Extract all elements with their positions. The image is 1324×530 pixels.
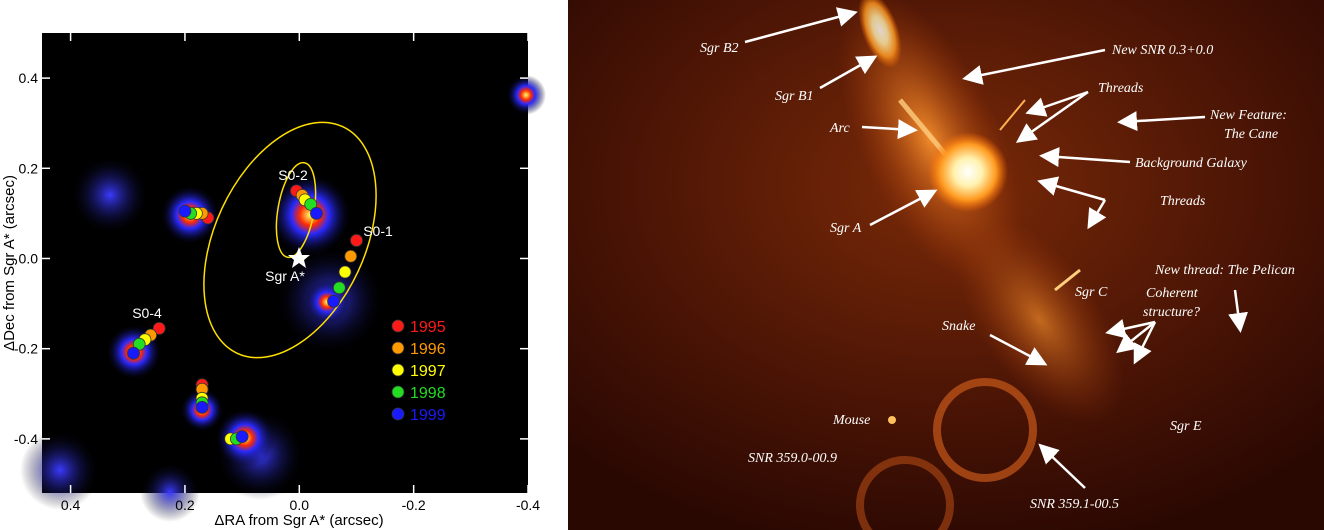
point	[236, 431, 248, 443]
label: Sgr E	[1170, 419, 1202, 434]
label: Mouse	[832, 413, 870, 428]
label: Sgr B2	[700, 41, 739, 56]
legend-marker	[392, 386, 404, 398]
x-tick-label: -0.2	[402, 497, 426, 513]
legend-label: 1999	[410, 407, 446, 424]
legend-marker	[392, 364, 404, 376]
legend-label: 1996	[410, 341, 446, 358]
y-tick-label: 0.4	[19, 70, 39, 86]
point	[310, 207, 322, 219]
y-tick-label: 0.2	[19, 160, 39, 176]
x-axis-label: ΔRA from Sgr A* (arcsec)	[214, 512, 383, 529]
label: Threads	[1160, 194, 1206, 209]
label: Sgr C	[1075, 285, 1108, 300]
label: Coherent	[1146, 286, 1199, 301]
label: SNR 359.0-00.9	[748, 451, 837, 466]
label: New Feature:	[1209, 108, 1287, 123]
legend-marker	[392, 320, 404, 332]
annotation: S0-4	[132, 305, 162, 321]
point	[333, 282, 345, 294]
label: The Cane	[1224, 127, 1278, 142]
x-tick-label: 0.4	[61, 497, 81, 513]
label: structure?	[1143, 305, 1200, 320]
legend-label: 1995	[410, 319, 446, 336]
label: Snake	[942, 319, 975, 334]
annotation: S0-1	[363, 223, 393, 239]
y-tick-label: -0.2	[14, 341, 38, 357]
point	[127, 347, 139, 359]
point	[350, 234, 362, 246]
point	[179, 205, 191, 217]
y-tick-label: 0.0	[19, 250, 39, 266]
x-tick-label: 0.0	[290, 497, 310, 513]
legend-label: 1998	[410, 385, 446, 402]
label: New SNR 0.3+0.0	[1111, 43, 1213, 58]
point	[345, 250, 357, 262]
point	[196, 401, 208, 413]
label: Arc	[829, 121, 850, 136]
label: Sgr B1	[775, 89, 814, 104]
label: Threads	[1098, 81, 1144, 96]
point	[339, 266, 351, 278]
annotation: S0-2	[278, 167, 308, 183]
legend-marker	[392, 342, 404, 354]
x-tick-label: 0.2	[175, 497, 195, 513]
y-axis-label: ΔDec from Sgr A* (arcsec)	[1, 175, 18, 351]
y-tick-label: -0.4	[14, 431, 38, 447]
annotation: Sgr A*	[265, 268, 305, 284]
legend-label: 1997	[410, 363, 446, 380]
label: Sgr A	[830, 221, 862, 236]
point	[328, 295, 340, 307]
x-tick-label: -0.4	[516, 497, 540, 513]
label: New thread: The Pelican	[1154, 263, 1295, 278]
figure: S0-2 S0-1 S0-4 Sgr A* ΔRA from Sgr A* (a…	[0, 0, 1324, 530]
label: Background Galaxy	[1135, 156, 1248, 171]
label: SNR 359.1-00.5	[1030, 497, 1119, 512]
legend-marker	[392, 408, 404, 420]
